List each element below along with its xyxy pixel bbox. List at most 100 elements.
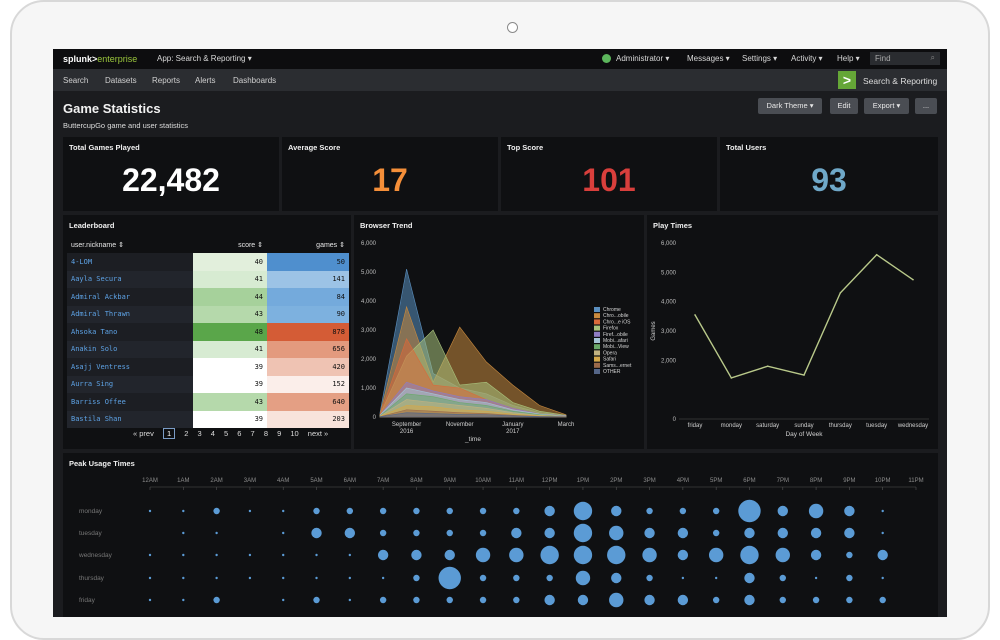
usage-bubble (775, 547, 790, 563)
nickname-cell[interactable]: Admiral Thrawn (67, 305, 193, 323)
usage-bubble (282, 576, 285, 580)
legend-label: Chrome (603, 307, 621, 313)
usage-bubble (779, 574, 786, 582)
x-tick-label: 8AM (410, 478, 422, 484)
page-link[interactable]: 6 (237, 429, 242, 438)
user-menu[interactable]: Administrator ▾ (616, 54, 670, 63)
peak-usage-panel: Peak Usage Times 12AM 1AM 2AM 3AM 4AM 5AM 6AM 7… (63, 453, 938, 617)
x-tick-label: monday (721, 423, 742, 429)
x-tick-label: 10AM (475, 478, 491, 484)
x-tick-label: 5PM (710, 478, 722, 484)
nickname-cell[interactable]: Barriss Offee (67, 393, 193, 411)
export-button[interactable]: Export ▾ (864, 98, 909, 114)
play-times-line (694, 253, 914, 379)
score-cell: 40 (193, 253, 267, 271)
page-link-current[interactable]: 1 (162, 428, 176, 439)
legend-swatch (594, 319, 600, 325)
nav-dashboards[interactable]: Dashboards (233, 76, 277, 85)
edit-button[interactable]: Edit (830, 98, 858, 114)
legend-label: Safari (603, 357, 616, 363)
legend-label: Firefox (603, 326, 619, 332)
usage-bubble (444, 549, 455, 561)
usage-bubble (215, 553, 218, 557)
nickname-cell[interactable]: Asajj Ventress (67, 358, 193, 376)
page-link[interactable]: 4 (210, 429, 215, 438)
usage-bubble (248, 553, 252, 557)
app-menu[interactable]: App: Search & Reporting ▾ (157, 54, 252, 63)
settings-menu[interactable]: Settings ▾ (742, 54, 778, 63)
play-times-title: Play Times (653, 221, 693, 230)
area-series-10 (379, 412, 567, 418)
usage-bubble (544, 527, 555, 539)
nickname-cell[interactable]: Aayla Secura (67, 270, 193, 288)
dark-theme-button[interactable]: Dark Theme ▾ (758, 98, 822, 114)
usage-bubble (744, 594, 755, 606)
usage-bubble (609, 592, 624, 608)
nickname-cell[interactable]: Ahsoka Tano (67, 323, 193, 341)
find-input[interactable]: Find ⌕ (870, 52, 940, 65)
nickname-cell[interactable]: Admiral Ackbar (67, 288, 193, 306)
column-header-score[interactable]: score ⇕ (193, 237, 267, 253)
usage-bubble (881, 509, 884, 513)
x-tick-label: 11AM (509, 478, 524, 484)
usage-bubble (712, 507, 720, 515)
score-cell: 48 (193, 323, 267, 341)
usage-bubble (846, 596, 853, 604)
x-tick-label: 8PM (810, 478, 822, 484)
page-link[interactable]: 9 (277, 429, 282, 438)
messages-menu[interactable]: Messages ▾ (687, 54, 730, 63)
nav-search[interactable]: Search (63, 76, 89, 85)
usage-bubble (513, 574, 520, 582)
next-page-link[interactable]: next » (307, 429, 329, 438)
legend-label: Mobi...afari (603, 338, 628, 344)
page-link[interactable]: 8 (263, 429, 268, 438)
table-row: Barriss Offee 43 640 (67, 393, 349, 411)
play-times-point (694, 314, 696, 316)
splunk-logo[interactable]: splunk>enterprise (63, 54, 138, 64)
usage-bubble (148, 576, 152, 580)
usage-bubble (479, 507, 487, 515)
nickname-cell[interactable]: Bastila Shan (67, 410, 193, 428)
page-link[interactable]: 2 (184, 429, 189, 438)
help-menu[interactable]: Help ▾ (837, 54, 860, 63)
x-tick-label: 7AM (377, 478, 389, 484)
app-brand-icon: > (838, 71, 856, 89)
page-link[interactable]: 3 (197, 429, 202, 438)
activity-menu[interactable]: Activity ▾ (791, 54, 823, 63)
table-row: Ahsoka Tano 48 878 (67, 323, 349, 341)
play-times-point (766, 365, 769, 367)
nav-alerts[interactable]: Alerts (195, 76, 216, 85)
usage-bubble (479, 574, 487, 582)
x-tick-label: sunday (794, 423, 813, 429)
y-tick-label: 4,000 (661, 300, 677, 306)
usage-bubble (148, 553, 152, 557)
y-tick-label: 5,000 (361, 270, 377, 276)
page-link[interactable]: 10 (290, 429, 299, 438)
y-tick-label: tuesday (79, 530, 103, 537)
prev-page-link[interactable]: « prev (133, 429, 154, 438)
usage-bubble (740, 545, 759, 565)
column-header-nickname[interactable]: user.nickname ⇕ (67, 237, 193, 253)
x-tick-label: 3PM (643, 478, 655, 484)
y-tick-label: 1,000 (361, 386, 377, 392)
nickname-cell[interactable]: 4-LOM (67, 253, 193, 271)
usage-bubble (377, 549, 389, 561)
usage-bubble (182, 509, 185, 513)
column-header-games[interactable]: games ⇕ (267, 237, 349, 253)
usage-bubble (282, 509, 285, 513)
nickname-cell[interactable]: Anakin Solo (67, 340, 193, 358)
page-link[interactable]: 7 (250, 429, 255, 438)
usage-bubble (213, 507, 220, 515)
y-axis-title: Games (651, 321, 657, 340)
app-brand-label[interactable]: Search & Reporting (863, 76, 938, 86)
usage-bubble (379, 596, 387, 604)
usage-bubble (348, 576, 352, 580)
nav-datasets[interactable]: Datasets (105, 76, 137, 85)
nav-reports[interactable]: Reports (152, 76, 181, 85)
score-cell: 41 (193, 270, 267, 288)
more-button[interactable]: ... (915, 98, 937, 114)
page-link[interactable]: 5 (224, 429, 229, 438)
usage-bubble (446, 507, 453, 515)
nickname-cell[interactable]: Aurra Sing (67, 375, 193, 393)
usage-bubble (315, 576, 318, 580)
